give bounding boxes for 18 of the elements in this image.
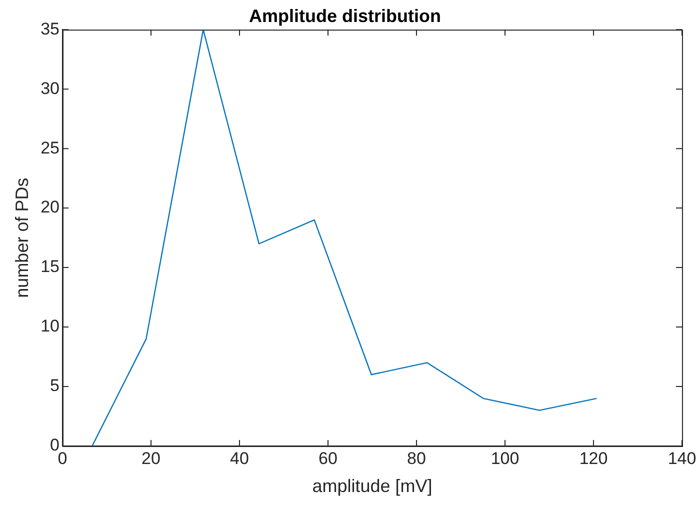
x-axis-title: amplitude [mV] [312, 476, 432, 496]
x-tick-label: 100 [490, 448, 520, 468]
y-tick-label: 35 [40, 19, 60, 38]
x-tick-label: 120 [579, 448, 608, 468]
y-tick-label: 10 [40, 316, 60, 336]
x-tick-label: 80 [407, 448, 426, 468]
y-tick-label: 0 [50, 436, 60, 455]
y-tick-label: 30 [40, 78, 60, 98]
y-axis-title: number of PDs [12, 178, 32, 298]
x-tick-label: 20 [142, 448, 160, 468]
x-tick-label: 40 [230, 448, 249, 468]
chart-title: Amplitude distribution [249, 6, 441, 26]
x-tick-label: 140 [668, 448, 696, 468]
y-tick-label: 25 [40, 138, 60, 158]
x-tick-label: 60 [318, 448, 338, 468]
y-tick-label: 20 [40, 198, 60, 217]
y-tick-label: 15 [40, 257, 60, 276]
y-tick-label: 5 [50, 376, 60, 396]
